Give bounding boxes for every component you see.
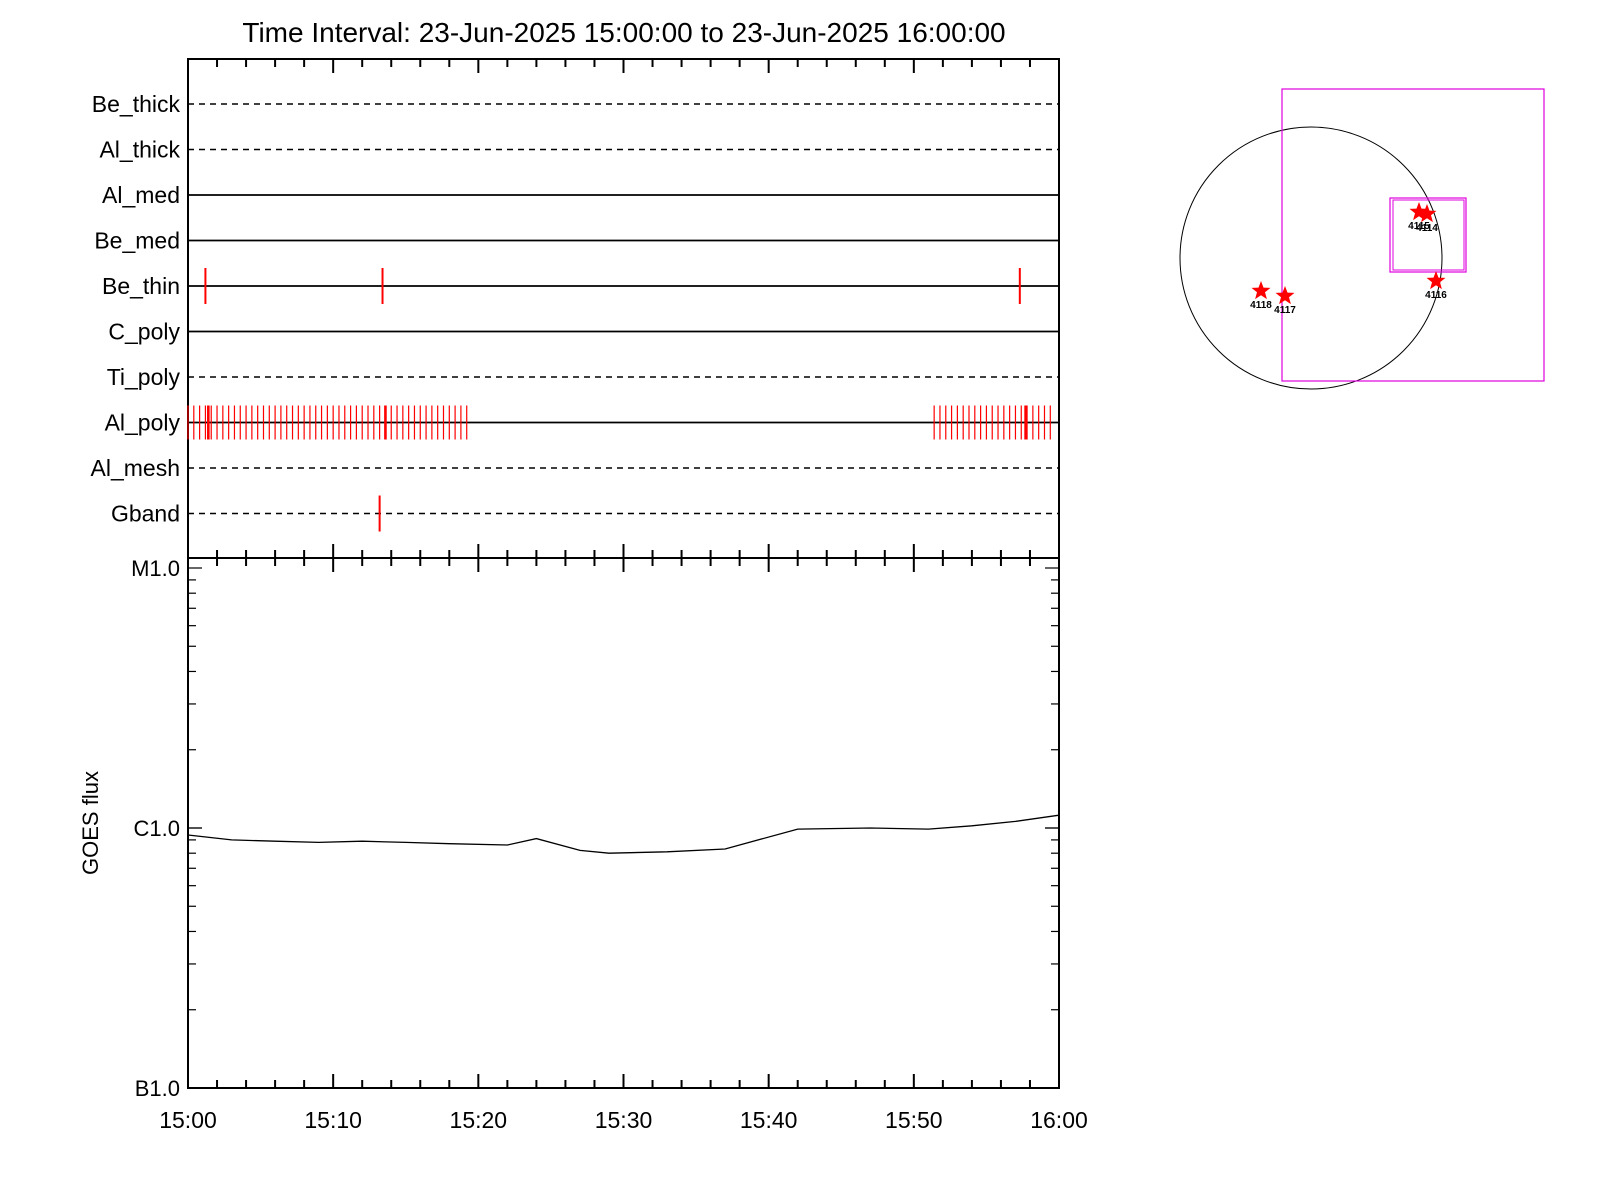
y-tick-label: M1.0: [131, 556, 180, 581]
goes-flux-panel: B1.0 C1.0 M1.0 15:00 15:10 15:20 15:30 15:40 15…: [78, 556, 1088, 1133]
active-region-star: [1275, 286, 1295, 305]
field-of-view-small-box-inner: [1392, 199, 1465, 271]
x-tick-label: 16:00: [1030, 1107, 1088, 1133]
row-label-be_thick: Be_thick: [92, 91, 181, 117]
y-axis-label: GOES flux: [78, 771, 103, 875]
row-label-al_thick: Al_thick: [99, 137, 180, 163]
goes-flux-line: [187, 814, 1060, 854]
active-region-label: 4118: [1250, 300, 1272, 311]
solar-disk-outline: [1179, 126, 1443, 390]
x-tick-label: 15:40: [740, 1107, 798, 1133]
attenuator-timeline-panel: Be_thick Al_thick Al_med Be_med Be_thin C_pol…: [91, 58, 1060, 559]
field-of-view-small-box-outer: [1389, 197, 1467, 273]
row-label-ti_poly: Ti_poly: [107, 364, 181, 390]
row-label-al_med: Al_med: [102, 182, 180, 208]
active-region-label: 4115: [1408, 221, 1430, 232]
field-of-view-large-box: [1281, 88, 1545, 382]
active-region-star: [1251, 281, 1271, 300]
chart-title: Time Interval: 23-Jun-2025 15:00:00 to 2…: [242, 17, 1005, 48]
row-label-be_med: Be_med: [94, 228, 180, 254]
y-tick-label: B1.0: [135, 1076, 180, 1101]
row-label-gband: Gband: [111, 501, 180, 527]
goes-frame: [187, 557, 1060, 1089]
y-tick-label: C1.0: [134, 816, 180, 841]
active-region-label: 4117: [1274, 305, 1296, 316]
x-tick-label: 15:50: [885, 1107, 943, 1133]
active-region-label: 4114: [1416, 223, 1438, 234]
x-tick-label: 15:30: [595, 1107, 653, 1133]
active-region-star: [1417, 204, 1437, 223]
active-region-star: [1426, 271, 1446, 290]
row-label-al_poly: Al_poly: [105, 410, 181, 436]
row-label-be_thin: Be_thin: [102, 273, 180, 299]
x-tick-label: 15:20: [450, 1107, 508, 1133]
active-region-label: 4116: [1425, 290, 1447, 301]
row-label-al_mesh: Al_mesh: [91, 455, 180, 481]
timeline-frame: [187, 58, 1060, 559]
x-tick-label: 15:10: [304, 1107, 362, 1133]
row-label-c_poly: C_poly: [108, 319, 180, 345]
x-tick-label: 15:00: [159, 1107, 217, 1133]
